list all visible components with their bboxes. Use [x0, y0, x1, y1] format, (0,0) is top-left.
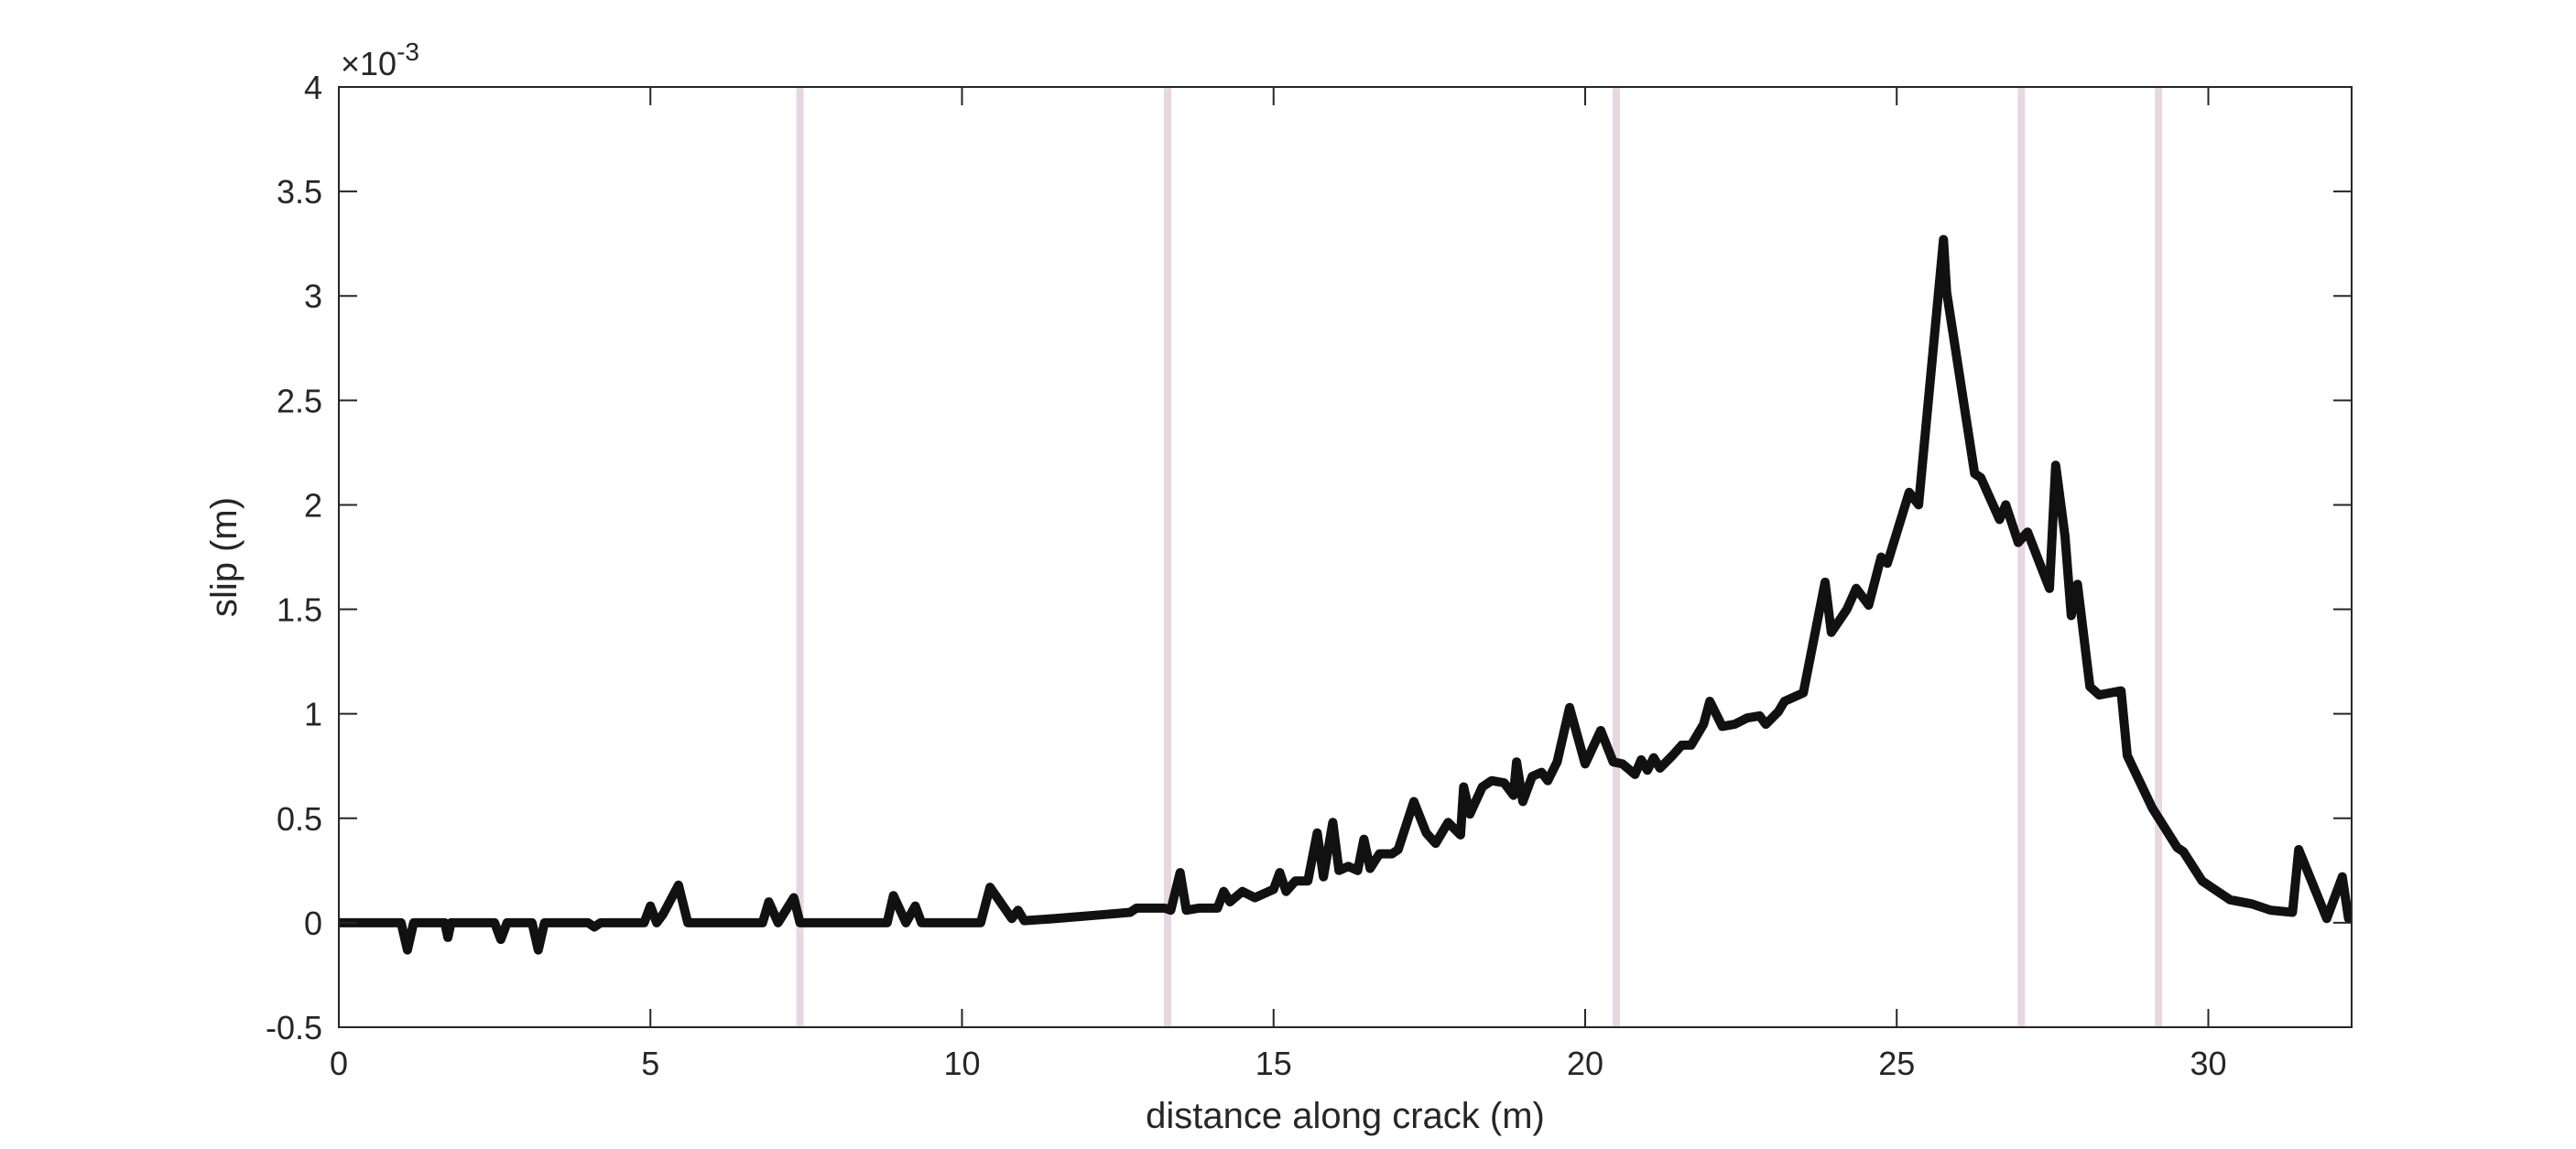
plot-box	[338, 86, 2353, 1028]
x-tick-label: 5	[641, 1045, 659, 1082]
axis-labels: distance along crack (m) slip (m) ×10-3	[204, 38, 1545, 1136]
x-tick-label: 0	[330, 1045, 348, 1082]
y-tick-label: 2.5	[277, 382, 322, 419]
y-exponent-power: -3	[397, 38, 419, 66]
x-tick-label: 30	[2190, 1045, 2226, 1082]
series-layer	[339, 234, 2352, 955]
y-tick-label: 4	[304, 69, 322, 106]
y-exponent-base: ×10	[341, 45, 397, 82]
y-exponent-label: ×10-3	[341, 38, 419, 82]
y-tick-label: 3.5	[277, 173, 322, 211]
axes-frame	[338, 86, 2353, 1028]
y-tick-label: 1.5	[277, 591, 322, 629]
axis-ticks: 0 5 10 15 20 25 30-0.500.511.522.533.54	[266, 69, 2352, 1082]
y-tick-label: 3	[304, 277, 322, 315]
x-tick-label: 15	[1255, 1045, 1292, 1082]
x-tick-label: 10	[943, 1045, 980, 1082]
y-tick-label: -0.5	[266, 1009, 322, 1046]
y-tick-label: 2	[304, 486, 322, 524]
y-tick-label: 0	[304, 905, 322, 942]
slip-series-line	[339, 234, 2352, 955]
y-tick-label: 0.5	[277, 800, 322, 838]
x-axis-label: distance along crack (m)	[1146, 1096, 1545, 1136]
vertical-marker-lines	[796, 87, 2163, 1027]
y-tick-label: 1	[304, 696, 322, 733]
x-tick-label: 25	[1878, 1045, 1915, 1082]
x-tick-label: 20	[1567, 1045, 1603, 1082]
y-axis-label: slip (m)	[204, 497, 245, 617]
